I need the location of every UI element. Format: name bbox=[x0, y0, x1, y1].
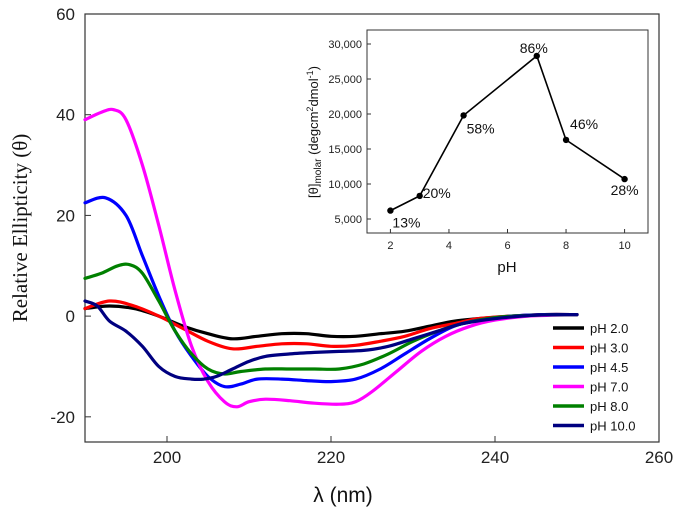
legend-label: pH 3.0 bbox=[590, 341, 628, 356]
inset-point-label: 86% bbox=[520, 40, 548, 56]
series-line-ph-10.0 bbox=[83, 299, 579, 381]
inset-tick-labels: 2 4 6 8 10 5,000 10,000 15,000 20,000 25,000 30,00… bbox=[328, 39, 630, 252]
inset-ticks bbox=[367, 43, 626, 233]
main-tick-labels: 200 220 240 260 -20 0 20 40 60 bbox=[50, 5, 673, 467]
y-tick-label: 0 bbox=[66, 307, 75, 326]
x-tick-label: 220 bbox=[317, 448, 345, 467]
inset-point bbox=[460, 112, 467, 119]
inset-line bbox=[390, 54, 626, 212]
y-tick-label: 60 bbox=[56, 5, 75, 24]
legend-label: pH 8.0 bbox=[590, 399, 628, 414]
main-plot-frame bbox=[84, 13, 660, 443]
x-tick-label: 240 bbox=[481, 448, 509, 467]
inset-points bbox=[387, 52, 628, 214]
legend: pH 2.0 pH 3.0 pH 4.5 pH 7.0 pH 8.0 pH 10.0 bbox=[553, 321, 636, 434]
inset-y-tick-label: 5,000 bbox=[334, 214, 362, 226]
inset-series bbox=[390, 54, 626, 212]
inset-point-label: 13% bbox=[392, 215, 420, 231]
inset-point-label: 58% bbox=[467, 120, 495, 136]
inset-point-label: 28% bbox=[611, 182, 639, 198]
inset-x-tick-label: 6 bbox=[504, 240, 510, 252]
x-tick-label: 260 bbox=[645, 448, 673, 467]
inset-y-tick-label: 20,000 bbox=[328, 109, 362, 121]
inset-plot-frame bbox=[366, 29, 649, 234]
y-tick-label: -20 bbox=[50, 408, 75, 427]
inset-point bbox=[416, 192, 423, 200]
inset-point bbox=[621, 175, 628, 183]
inset-y-tick-label: 10,000 bbox=[328, 179, 362, 191]
y-axis-label: Relative Ellipticity (θ) bbox=[8, 134, 32, 323]
x-tick-label: 200 bbox=[153, 448, 181, 467]
inset-x-tick-label: 10 bbox=[618, 240, 630, 252]
legend-label: pH 7.0 bbox=[590, 380, 628, 395]
main-series bbox=[83, 107, 579, 409]
inset-x-tick-label: 4 bbox=[446, 240, 452, 252]
series-line-ph-7.0 bbox=[83, 107, 579, 409]
inset-x-axis-label: pH bbox=[497, 259, 516, 276]
inset-y-tick-label: 15,000 bbox=[328, 144, 362, 156]
inset-point-labels: 13%20% 58% 86% 46% 28% bbox=[392, 40, 638, 231]
inset-point-label: 20% bbox=[423, 185, 451, 201]
inset-x-tick-label: 8 bbox=[563, 240, 569, 252]
inset-y-axis-label: [θ]molar (degcm2dmol-1) bbox=[305, 66, 324, 198]
inset-point bbox=[562, 136, 570, 144]
inset-y-tick-label: 25,000 bbox=[328, 74, 362, 86]
legend-label: pH 2.0 bbox=[590, 321, 628, 336]
x-axis-label: λ (nm) bbox=[313, 484, 373, 507]
main-ticks bbox=[85, 13, 660, 442]
inset-point-label: 46% bbox=[570, 116, 598, 132]
legend-label: pH 4.5 bbox=[590, 360, 628, 375]
series-line-ph-2.0 bbox=[83, 304, 579, 341]
y-tick-label: 20 bbox=[56, 206, 75, 225]
legend-label: pH 10.0 bbox=[590, 419, 636, 434]
inset-x-tick-label: 2 bbox=[387, 240, 393, 252]
y-tick-label: 40 bbox=[56, 106, 75, 125]
inset-point bbox=[387, 207, 394, 214]
inset-y-tick-label: 30,000 bbox=[328, 39, 362, 51]
inset-point bbox=[533, 52, 540, 60]
series-line-ph-3.0 bbox=[83, 299, 579, 351]
